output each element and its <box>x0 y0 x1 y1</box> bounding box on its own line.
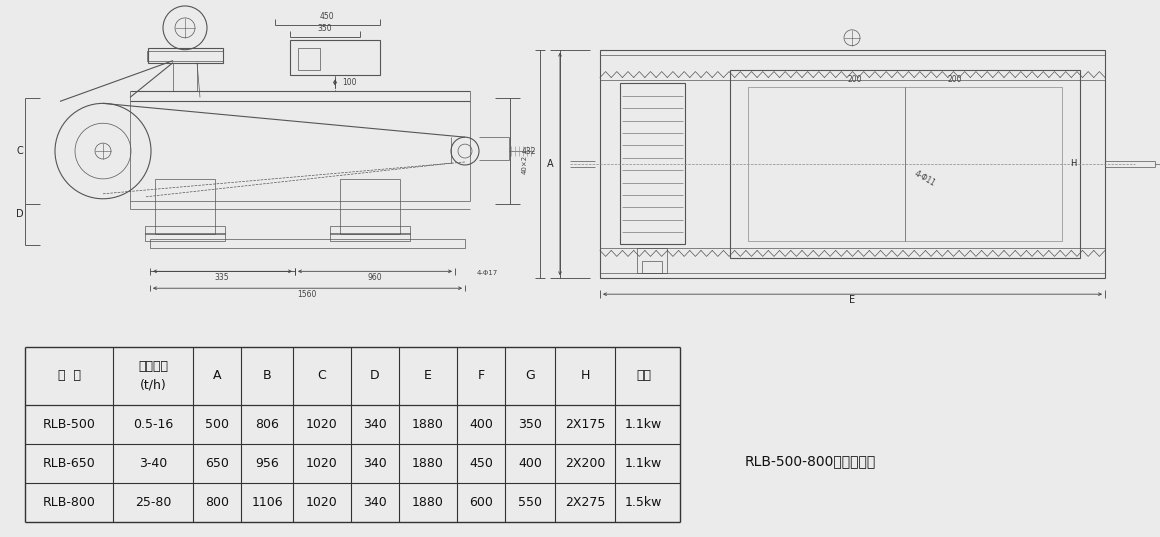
Bar <box>298 48 320 70</box>
Text: 1880: 1880 <box>412 418 444 431</box>
Bar <box>730 70 1080 258</box>
Bar <box>329 233 409 241</box>
Text: 1.5kw: 1.5kw <box>625 496 662 509</box>
Text: 40×2: 40×2 <box>522 155 528 173</box>
Text: 2X275: 2X275 <box>565 496 606 509</box>
Text: 100: 100 <box>342 78 356 87</box>
Text: C: C <box>318 369 326 382</box>
Text: 2X175: 2X175 <box>565 418 606 431</box>
Text: 806: 806 <box>255 418 278 431</box>
Text: B: B <box>262 369 271 382</box>
Text: (t/h): (t/h) <box>139 379 166 391</box>
Text: 4-Φ17: 4-Φ17 <box>477 270 498 277</box>
Bar <box>619 83 686 244</box>
Bar <box>748 88 1063 241</box>
Text: D: D <box>370 369 379 382</box>
Text: 1020: 1020 <box>306 496 338 509</box>
Text: 956: 956 <box>255 457 278 470</box>
Text: 340: 340 <box>363 418 387 431</box>
Text: H: H <box>1070 159 1076 169</box>
Text: 550: 550 <box>519 496 542 509</box>
Text: 350: 350 <box>519 418 542 431</box>
Text: 1.1kw: 1.1kw <box>625 418 662 431</box>
Text: H: H <box>580 369 589 382</box>
Text: A: A <box>546 159 553 169</box>
Bar <box>145 233 225 241</box>
Text: 200: 200 <box>948 75 963 84</box>
Bar <box>340 179 400 234</box>
Text: 340: 340 <box>363 457 387 470</box>
Text: 200: 200 <box>848 75 862 84</box>
Text: 450: 450 <box>320 12 334 21</box>
Text: 400: 400 <box>519 457 542 470</box>
Text: D: D <box>16 209 24 219</box>
Text: 4-Φ11: 4-Φ11 <box>913 169 937 188</box>
Text: 500: 500 <box>205 418 229 431</box>
Text: 1020: 1020 <box>306 418 338 431</box>
Bar <box>329 226 409 234</box>
Bar <box>145 226 225 234</box>
Bar <box>150 238 465 249</box>
Bar <box>637 249 667 273</box>
Text: 0.5-16: 0.5-16 <box>133 418 173 431</box>
Text: 2X200: 2X200 <box>565 457 606 470</box>
Text: 生产能力: 生产能力 <box>138 360 168 373</box>
Bar <box>290 40 380 75</box>
Text: 型  号: 型 号 <box>58 369 80 382</box>
Text: 功率: 功率 <box>636 369 651 382</box>
Text: RLB-800: RLB-800 <box>43 496 95 509</box>
Text: 1106: 1106 <box>252 496 283 509</box>
Text: RLB-500-800皮带给料机: RLB-500-800皮带给料机 <box>745 454 876 468</box>
Text: RLB-500: RLB-500 <box>43 418 95 431</box>
Text: 3-40: 3-40 <box>139 457 167 470</box>
Text: 1880: 1880 <box>412 496 444 509</box>
Text: E: E <box>425 369 432 382</box>
Bar <box>155 179 215 234</box>
Text: 960: 960 <box>368 273 383 282</box>
Text: 340: 340 <box>363 496 387 509</box>
Bar <box>147 50 223 61</box>
Text: C: C <box>16 146 23 156</box>
Text: 335: 335 <box>215 273 230 282</box>
Bar <box>641 262 662 273</box>
Text: 1020: 1020 <box>306 457 338 470</box>
Text: 25-80: 25-80 <box>135 496 172 509</box>
Text: RLB-650: RLB-650 <box>43 457 95 470</box>
Text: A: A <box>212 369 222 382</box>
Text: 600: 600 <box>469 496 493 509</box>
Bar <box>600 50 1105 278</box>
Text: 432: 432 <box>522 147 536 156</box>
Text: G: G <box>525 369 535 382</box>
Text: 350: 350 <box>318 24 332 33</box>
Text: 450: 450 <box>469 457 493 470</box>
Text: E: E <box>849 295 855 305</box>
Text: F: F <box>478 369 485 382</box>
Text: 400: 400 <box>469 418 493 431</box>
Text: 650: 650 <box>205 457 229 470</box>
Bar <box>148 48 223 63</box>
Bar <box>173 63 197 91</box>
Text: 1880: 1880 <box>412 457 444 470</box>
Text: 1560: 1560 <box>297 289 317 299</box>
Text: 800: 800 <box>205 496 229 509</box>
Text: 1.1kw: 1.1kw <box>625 457 662 470</box>
